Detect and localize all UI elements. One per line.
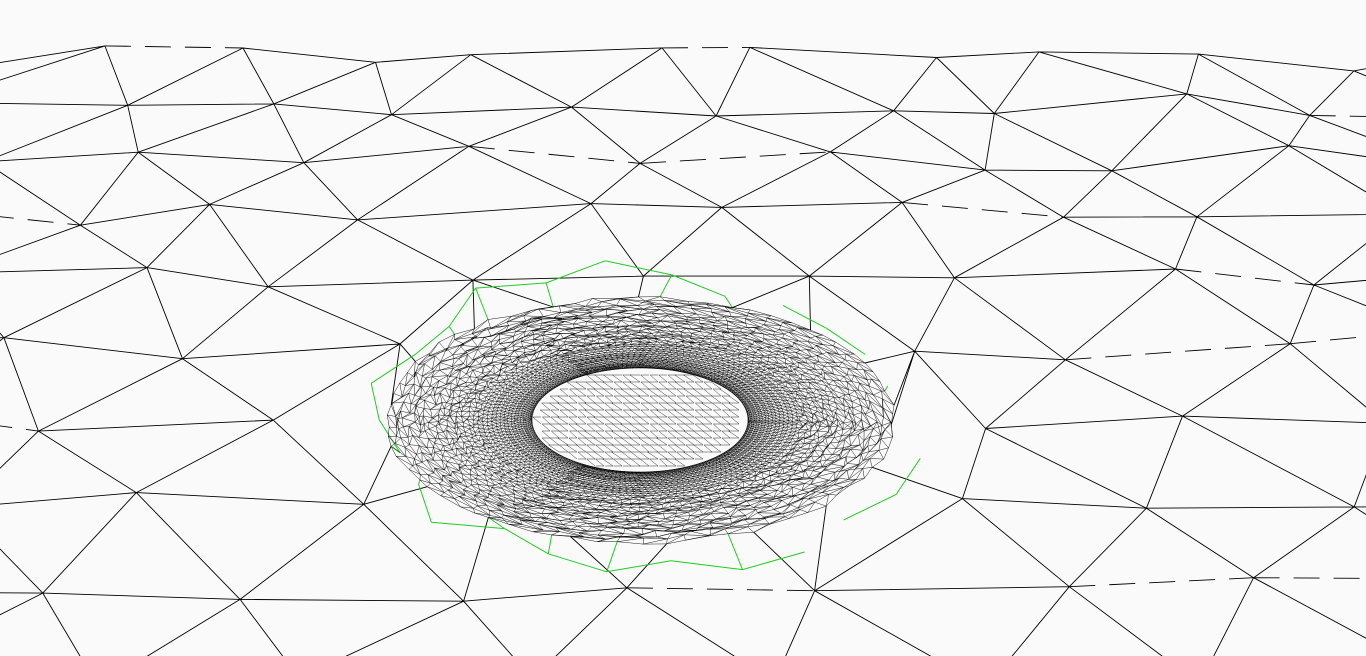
hidden-edges [0, 45, 1366, 592]
refined-mesh [387, 296, 895, 545]
coarse-mesh [0, 45, 1366, 656]
hole-surface-mesh [532, 374, 740, 467]
